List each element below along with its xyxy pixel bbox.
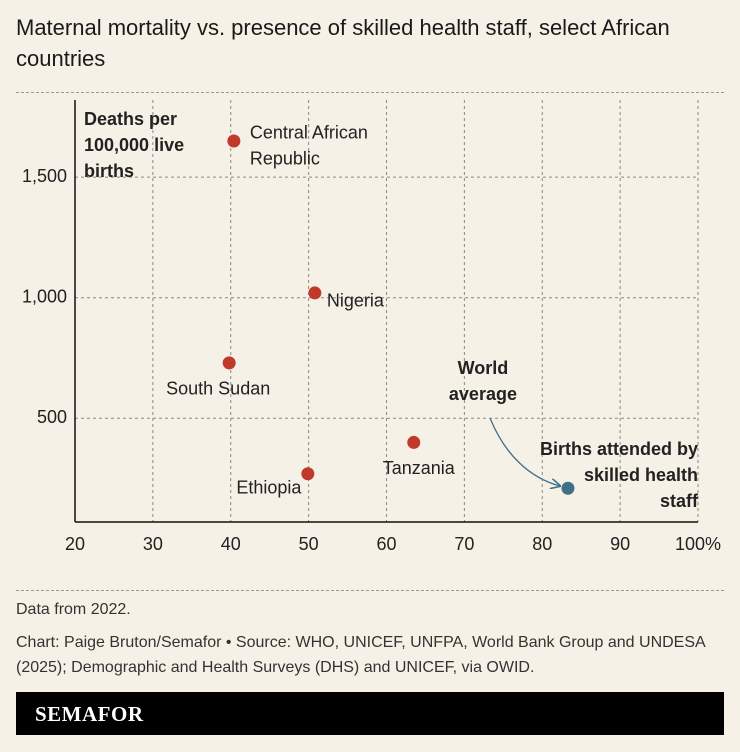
brand: SEMAFOR: [35, 702, 144, 726]
footer: SEMAFOR: [16, 692, 724, 735]
x-axis-label: skilled health: [584, 465, 698, 485]
x-tick-label: 30: [143, 534, 163, 554]
x-tick-label: 80: [532, 534, 552, 554]
point: [407, 435, 421, 449]
x-tick-label: 50: [299, 534, 319, 554]
annotation-arrow: [489, 417, 560, 486]
y-axis-label: 100,000 live: [84, 135, 184, 155]
point: [561, 481, 575, 495]
point-label: Nigeria: [327, 291, 385, 311]
x-tick-label: 70: [454, 534, 474, 554]
point: [222, 356, 236, 370]
separator: [16, 92, 724, 93]
source: Chart: Paige Bruton/Semafor • Source: WH…: [16, 634, 705, 676]
y-tick-label: 1,000: [22, 286, 67, 306]
separator: [16, 590, 724, 591]
point-label: Republic: [250, 149, 320, 169]
chart-title: Maternal mortality vs. presence of skill…: [16, 15, 670, 71]
point-label: South Sudan: [166, 379, 270, 399]
point-label: Central African: [250, 123, 368, 143]
x-tick-label: 20: [65, 534, 85, 554]
y-axis-label: Deaths per: [84, 109, 177, 129]
x-tick-label: 60: [376, 534, 396, 554]
y-tick-label: 1,500: [22, 166, 67, 186]
x-tick-label: 90: [610, 534, 630, 554]
point-label: World: [458, 358, 509, 378]
y-axis-label: births: [84, 161, 134, 181]
y-tick-label: 500: [37, 407, 67, 427]
note: Data from 2022.: [16, 601, 131, 618]
x-axis-label: staff: [660, 491, 699, 511]
point-label: Tanzania: [383, 458, 456, 478]
x-tick-label: 100%: [675, 534, 721, 554]
x-tick-label: 40: [221, 534, 241, 554]
point: [301, 467, 315, 481]
point-label: Ethiopia: [236, 478, 302, 498]
point: [227, 134, 241, 148]
x-axis-label: Births attended by: [540, 439, 698, 459]
point: [308, 286, 322, 300]
chart: 20 30 40 50 60 70 80 90 100% 500 1,000 1,500 Deaths …: [22, 100, 721, 554]
point-label: average: [449, 384, 517, 404]
